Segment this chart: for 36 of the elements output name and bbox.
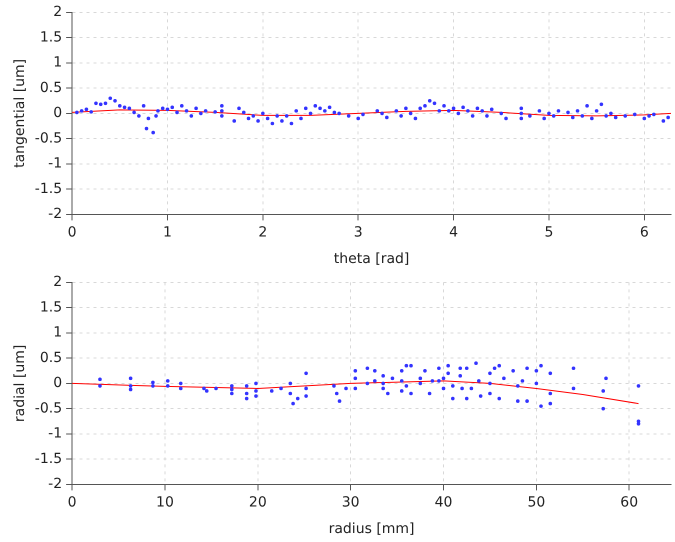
x-tick-label: 3 (354, 224, 363, 240)
y-tick-label: -1.5 (34, 450, 62, 467)
x-tick-label: 4 (449, 224, 458, 240)
y-tick-label: 0.5 (40, 80, 62, 96)
y-tick-label: 1.5 (40, 29, 62, 46)
y-tick-label: -0.5 (34, 400, 62, 416)
y-axis-title: tangential [um] (12, 58, 28, 168)
y-tick-label: 1 (53, 54, 62, 71)
y-tick-label: -2 (48, 476, 62, 492)
x-tick-label: 10 (156, 494, 174, 510)
y-tick-label: 0 (53, 375, 62, 392)
y-tick-label: 2 (53, 274, 62, 290)
y-tick-label: 2 (53, 4, 62, 20)
x-tick-label: 1 (163, 224, 172, 240)
x-tick-label: 30 (342, 494, 360, 510)
y-tick-label: 1 (53, 324, 62, 341)
y-tick-label: 1.5 (40, 299, 62, 316)
y-tick-label: -1.5 (34, 180, 62, 197)
x-axis-title: radius [mm] (328, 521, 415, 538)
x-tick-label: 50 (527, 494, 546, 510)
x-tick-label: 20 (248, 494, 267, 510)
y-tick-label: -2 (48, 206, 62, 222)
y-axis-title: radial [um] (12, 344, 28, 422)
x-tick-label: 40 (434, 494, 452, 510)
x-tick-label: 5 (544, 224, 554, 240)
x-tick-label: 0 (68, 494, 77, 510)
x-tick-label: 0 (68, 224, 77, 240)
x-tick-label: 2 (258, 224, 268, 240)
x-tick-label: 6 (640, 224, 649, 240)
y-tick-label: -1 (48, 156, 62, 172)
y-tick-label: -0.5 (34, 130, 62, 146)
y-tick-label: 0.5 (40, 350, 62, 366)
x-tick-label: 60 (620, 494, 638, 510)
x-axis-title: theta [rad] (334, 251, 410, 268)
y-tick-label: 0 (53, 105, 62, 122)
y-tick-label: -1 (48, 426, 62, 442)
